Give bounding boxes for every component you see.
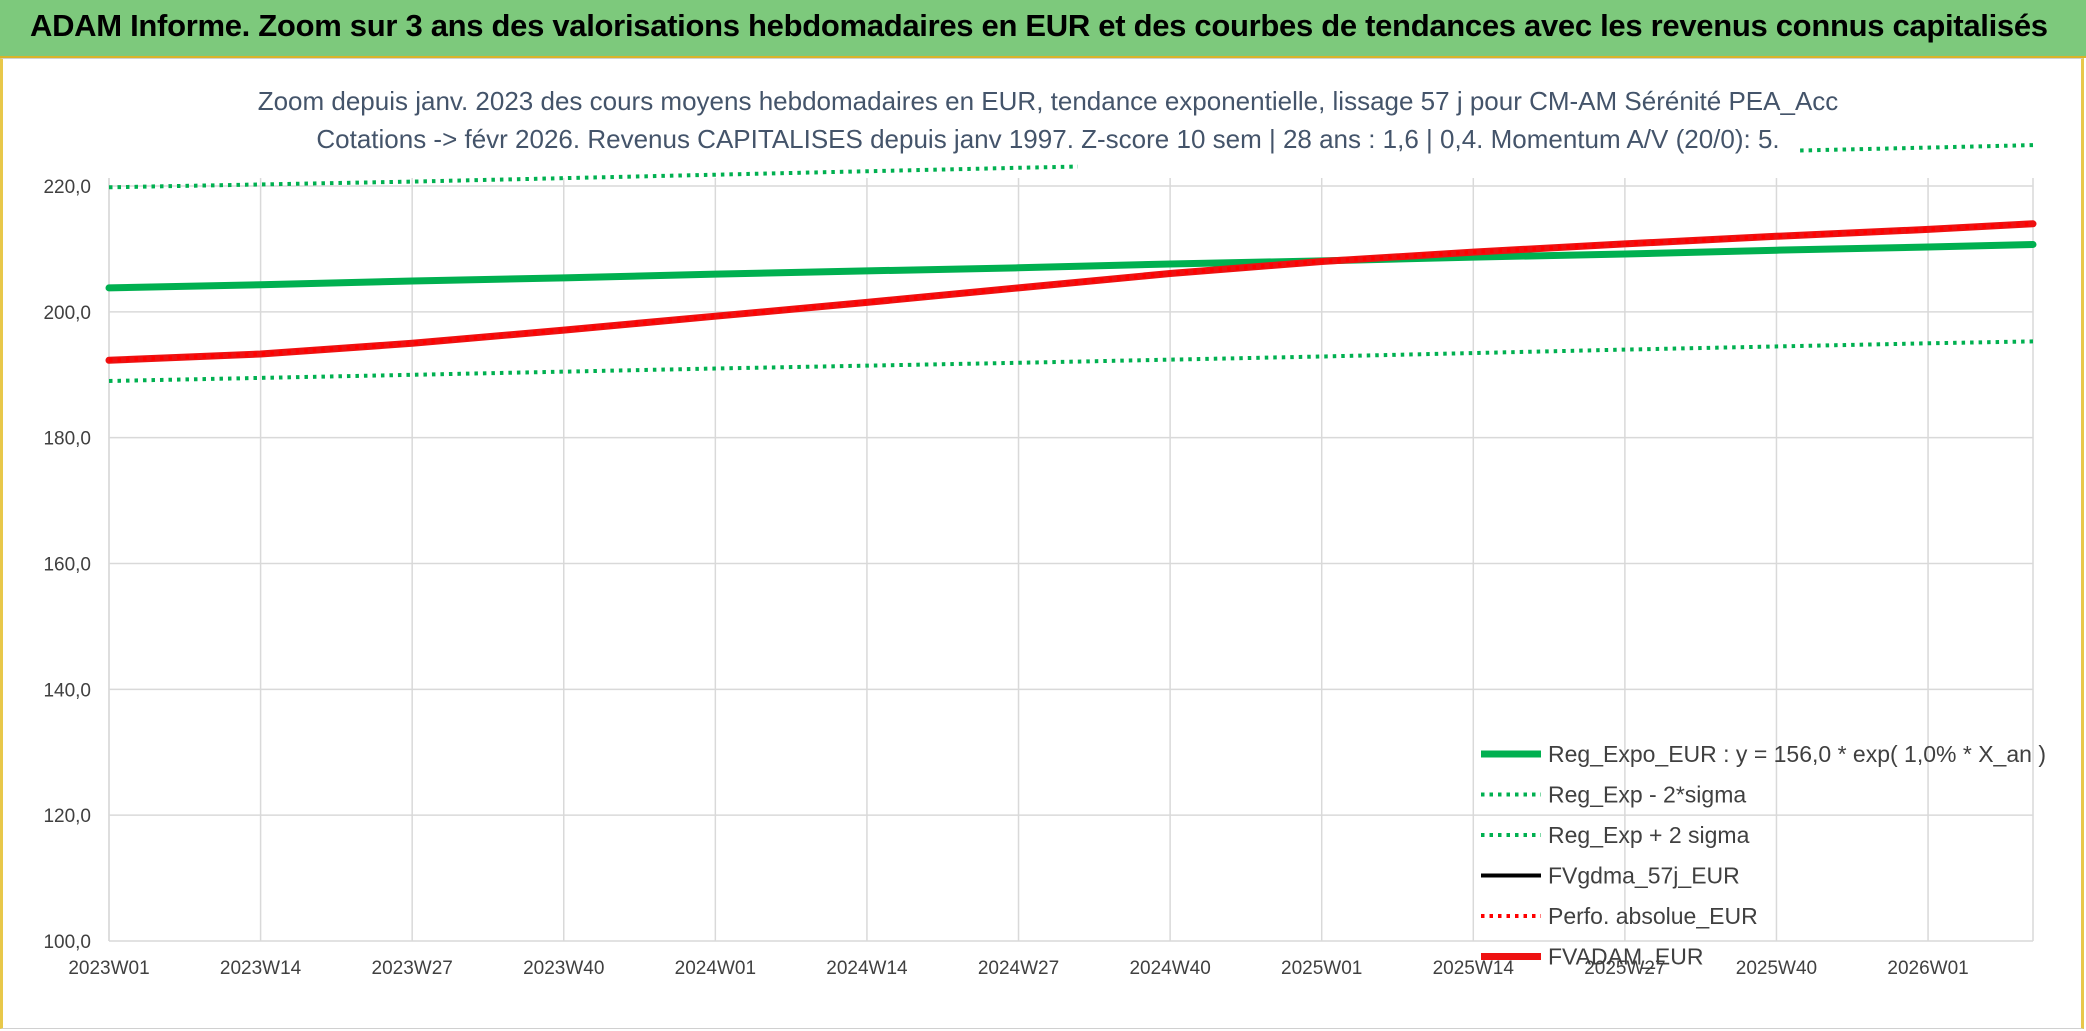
report-title: ADAM Informe. Zoom sur 3 ans des valoris…	[30, 8, 2048, 43]
x-axis-labels: 2023W01 2023W14 2023W27 2023W40 2024W01 2024W…	[68, 958, 1968, 979]
legend-label-2: Reg_Exp + 2 sigma	[1548, 822, 1750, 848]
x-tick-label: 2024W27	[978, 958, 1059, 979]
x-tick-label: 2024W14	[826, 958, 908, 979]
x-tick-label: 2026W01	[1887, 958, 1968, 979]
x-tick-label: 2024W01	[675, 958, 756, 979]
gridlines	[108, 178, 2034, 942]
series-line-1	[108, 339, 2034, 383]
chart-title: Zoom depuis janv. 2023 des cours moyens …	[258, 86, 1839, 116]
x-tick-label: 2023W40	[523, 958, 604, 979]
series-line-2	[108, 143, 2034, 190]
line-chart: Zoom depuis janv. 2023 des cours moyens …	[43, 86, 2046, 979]
series-lines	[105, 143, 2037, 383]
legend-label-5: FVADAM_EUR	[1548, 944, 1704, 970]
y-tick-label: 100,0	[43, 932, 91, 953]
y-tick-label: 120,0	[43, 806, 91, 827]
legend-label-4: Perfo. absolue_EUR	[1548, 903, 1758, 929]
x-tick-label: 2023W14	[220, 958, 302, 979]
chart-subtitle: Cotations -> févr 2026. Revenus CAPITALI…	[316, 124, 1779, 154]
legend: Reg_Expo_EUR : y = 156,0 * exp( 1,0% * X…	[1481, 741, 2046, 970]
report-banner: ADAM Informe. Zoom sur 3 ans des valoris…	[0, 0, 2086, 58]
series-line-0	[105, 241, 2037, 292]
x-tick-label: 2025W40	[1736, 958, 1817, 979]
x-tick-label: 2023W01	[68, 958, 149, 979]
y-tick-label: 160,0	[43, 555, 91, 576]
y-tick-label: 140,0	[43, 680, 91, 701]
series-line-4	[108, 221, 2034, 363]
x-tick-label: 2024W40	[1129, 958, 1210, 979]
x-tick-label: 2023W27	[372, 958, 453, 979]
y-tick-label: 200,0	[43, 303, 91, 324]
y-tick-label: 180,0	[43, 429, 91, 450]
x-tick-label: 2025W27	[1584, 958, 1665, 979]
legend-label-0: Reg_Expo_EUR : y = 156,0 * exp( 1,0% * X…	[1548, 741, 2046, 767]
y-axis-labels: 100,0 120,0 140,0 160,0 180,0 200,0 220,0	[43, 177, 91, 953]
x-tick-label: 2025W14	[1433, 958, 1515, 979]
x-tick-label: 2025W01	[1281, 958, 1362, 979]
chart-frame: Zoom depuis janv. 2023 des cours moyens …	[0, 58, 2084, 1029]
legend-label-3: FVgdma_57j_EUR	[1548, 863, 1740, 889]
legend-label-1: Reg_Exp - 2*sigma	[1548, 782, 1746, 808]
series-line-5	[105, 220, 2037, 364]
y-tick-label: 220,0	[43, 177, 91, 198]
series-line-3	[107, 221, 2035, 363]
